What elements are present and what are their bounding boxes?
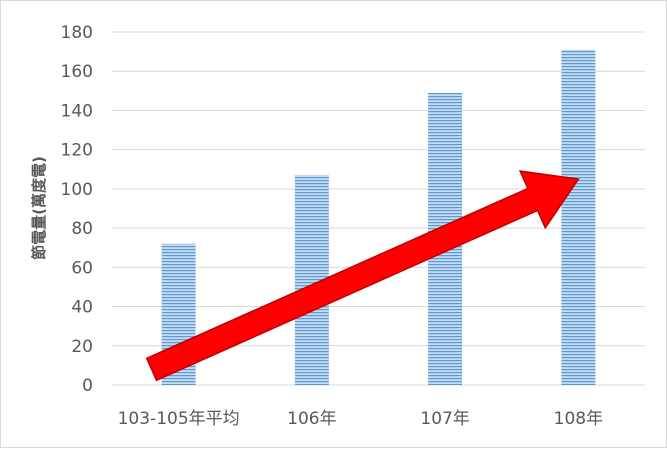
bar xyxy=(561,49,596,386)
y-tick-label: 20 xyxy=(71,337,93,357)
x-tick-label: 106年 xyxy=(287,409,336,429)
x-tick-label: 108年 xyxy=(554,409,603,429)
y-tick-label: 120 xyxy=(61,141,93,161)
y-tick-label: 0 xyxy=(82,376,93,396)
y-tick-label: 80 xyxy=(71,219,93,239)
y-tick-label: 160 xyxy=(61,62,93,82)
y-tick-labels: 0 20 40 60 80 100 120 140 160 180 xyxy=(61,23,93,396)
y-tick-label: 60 xyxy=(71,258,93,278)
y-tick-label: 180 xyxy=(61,23,93,43)
trend-arrow-annotation xyxy=(145,170,580,382)
x-tick-labels: 103-105年平均 106年 107年 108年 xyxy=(118,409,603,429)
x-tick-label: 103-105年平均 xyxy=(118,409,240,429)
y-tick-label: 40 xyxy=(71,298,93,318)
y-tick-label: 140 xyxy=(61,101,93,121)
y-axis-label: 節電量(萬度電) xyxy=(30,156,48,260)
y-tick-label: 100 xyxy=(61,180,93,200)
trend-arrow xyxy=(145,170,580,382)
x-tick-label: 107年 xyxy=(420,409,469,429)
